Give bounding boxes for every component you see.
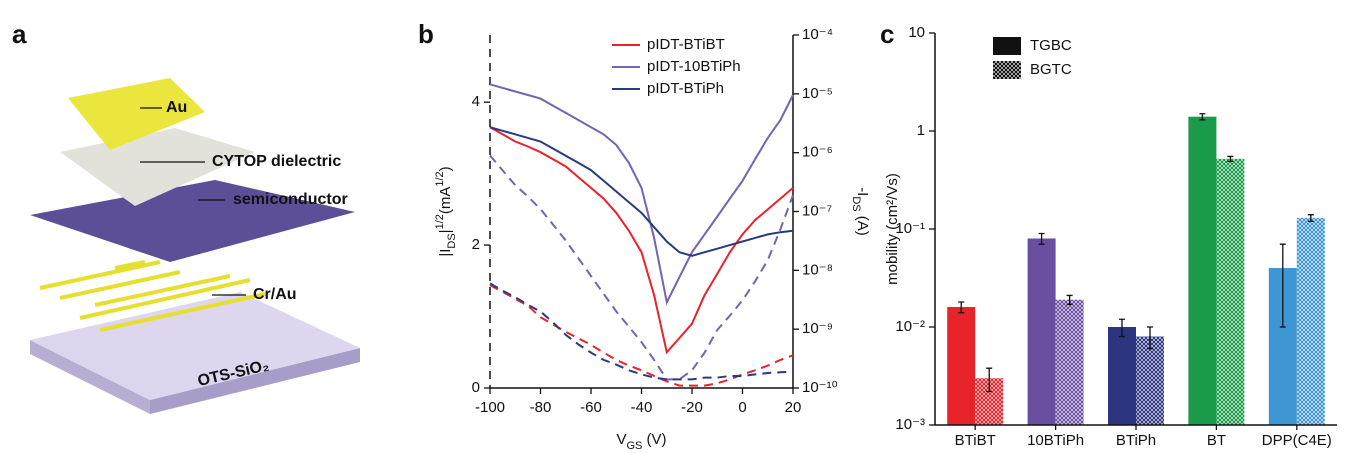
y2-tick-label: 10⁻⁸ <box>802 261 833 278</box>
x-tick-label: BT <box>1207 432 1226 449</box>
data-line <box>489 83 794 306</box>
label-part: (V) <box>642 431 666 448</box>
data-line <box>489 284 794 387</box>
electrode <box>114 260 146 270</box>
bar <box>1136 336 1164 425</box>
substrate-front <box>150 348 360 414</box>
label-part: (A) <box>854 212 871 236</box>
x-tick-label: -60 <box>580 399 602 416</box>
panel-label: b <box>418 19 434 49</box>
y-tick-label: 2 <box>472 236 480 253</box>
y-tick-label: 0 <box>472 379 480 396</box>
leader-lines <box>140 107 246 296</box>
x-tick-label: BTiBT <box>955 432 996 449</box>
x-tick-label: DPP(C4E) <box>1262 432 1332 449</box>
error-bar <box>1279 243 1286 328</box>
label-part: |I <box>437 249 454 257</box>
label-part: 1/2 <box>434 171 446 186</box>
axis-label: mobility (cm²/Vs) <box>884 173 901 285</box>
data-line <box>489 282 794 381</box>
x-tick-label: BTiPh <box>1116 432 1156 449</box>
axis-label: |IDS|1/2(mA1/2) <box>434 166 458 256</box>
layer-label: semiconductor <box>233 191 348 208</box>
gold-layer <box>68 78 205 150</box>
legend-label: pIDT-10BTiPh <box>647 58 741 75</box>
error-bar <box>1199 113 1206 121</box>
x-tick-label: -100 <box>475 399 505 416</box>
data-line <box>489 154 794 381</box>
label-part: V <box>616 431 626 448</box>
x-tick-label: -40 <box>631 399 653 416</box>
semiconductor-layer <box>30 180 355 262</box>
data-line <box>489 126 794 257</box>
panel-label: c <box>880 19 894 49</box>
error-bar <box>1147 326 1153 350</box>
legend-swatch <box>993 37 1021 55</box>
bar <box>1055 299 1084 425</box>
y-tick-label: 4 <box>472 93 480 110</box>
label-part: DS <box>446 233 458 248</box>
error-bar <box>1119 318 1125 338</box>
electrode <box>99 292 266 332</box>
electrodes <box>39 260 266 332</box>
electrode <box>94 274 231 307</box>
label-part: -I <box>854 187 871 196</box>
electrode <box>59 270 181 300</box>
substrate-side <box>30 340 150 414</box>
label-part: (mA <box>437 187 454 215</box>
legend-label: TGBC <box>1030 37 1072 54</box>
y2-tick-label: 10⁻⁴ <box>802 26 833 43</box>
x-tick-label: 20 <box>785 399 802 416</box>
label-part: 1/2 <box>434 214 446 229</box>
y-tick-label: 10 <box>908 24 925 41</box>
y-tick-label: 1 <box>917 122 925 139</box>
bar <box>1027 238 1056 425</box>
layer-label: Au <box>166 99 187 116</box>
bar <box>1108 327 1136 425</box>
legend-label: pIDT-BTiBT <box>647 36 725 53</box>
bar <box>1188 116 1217 426</box>
label-part: | <box>437 229 454 233</box>
bar <box>1296 217 1325 425</box>
label-part: DS <box>850 196 862 211</box>
error-bar <box>1307 214 1314 222</box>
substrate-top <box>30 292 360 400</box>
y2-tick-label: 10⁻⁹ <box>802 320 833 337</box>
panel-label: a <box>12 19 27 49</box>
legend-swatch <box>993 61 1021 79</box>
label-part: ) <box>437 166 454 171</box>
x-tick-label: -20 <box>681 399 703 416</box>
legend-label: BGTC <box>1030 61 1072 78</box>
error-bar <box>1038 232 1045 245</box>
x-tick-label: -80 <box>530 399 552 416</box>
bar <box>947 306 976 425</box>
label-part: GS <box>626 440 642 452</box>
y2-tick-label: 10⁻⁵ <box>802 85 833 102</box>
data-line <box>489 126 794 355</box>
layer-label: CYTOP dielectric <box>212 153 341 170</box>
y2-tick-label: 10⁻⁷ <box>802 202 832 219</box>
layer-label: Cr/Au <box>253 286 297 303</box>
y2-tick-label: 10⁻¹⁰ <box>802 379 838 396</box>
y-tick-label: 10⁻² <box>895 318 925 335</box>
error-bar <box>1227 155 1234 163</box>
y-tick-label: 10⁻³ <box>895 416 925 433</box>
axis-label: VGS (V) <box>616 431 666 452</box>
bar <box>1216 158 1245 425</box>
y2-tick-label: 10⁻⁶ <box>802 144 833 161</box>
x-tick-label: 10BTiPh <box>1027 432 1084 449</box>
legend-label: pIDT-BTiPh <box>647 80 724 97</box>
error-bar <box>958 301 965 314</box>
axis-label: -IDS (A) <box>850 187 871 236</box>
device-diagram: a Au CYTOP dielectric semiconductor Cr/A… <box>12 19 360 414</box>
error-bar <box>1066 294 1073 306</box>
electrode <box>79 278 251 320</box>
x-tick-label: 0 <box>738 399 746 416</box>
y-tick-label: 10⁻¹ <box>895 220 925 237</box>
electrode <box>39 260 161 290</box>
error-bar <box>986 367 993 393</box>
